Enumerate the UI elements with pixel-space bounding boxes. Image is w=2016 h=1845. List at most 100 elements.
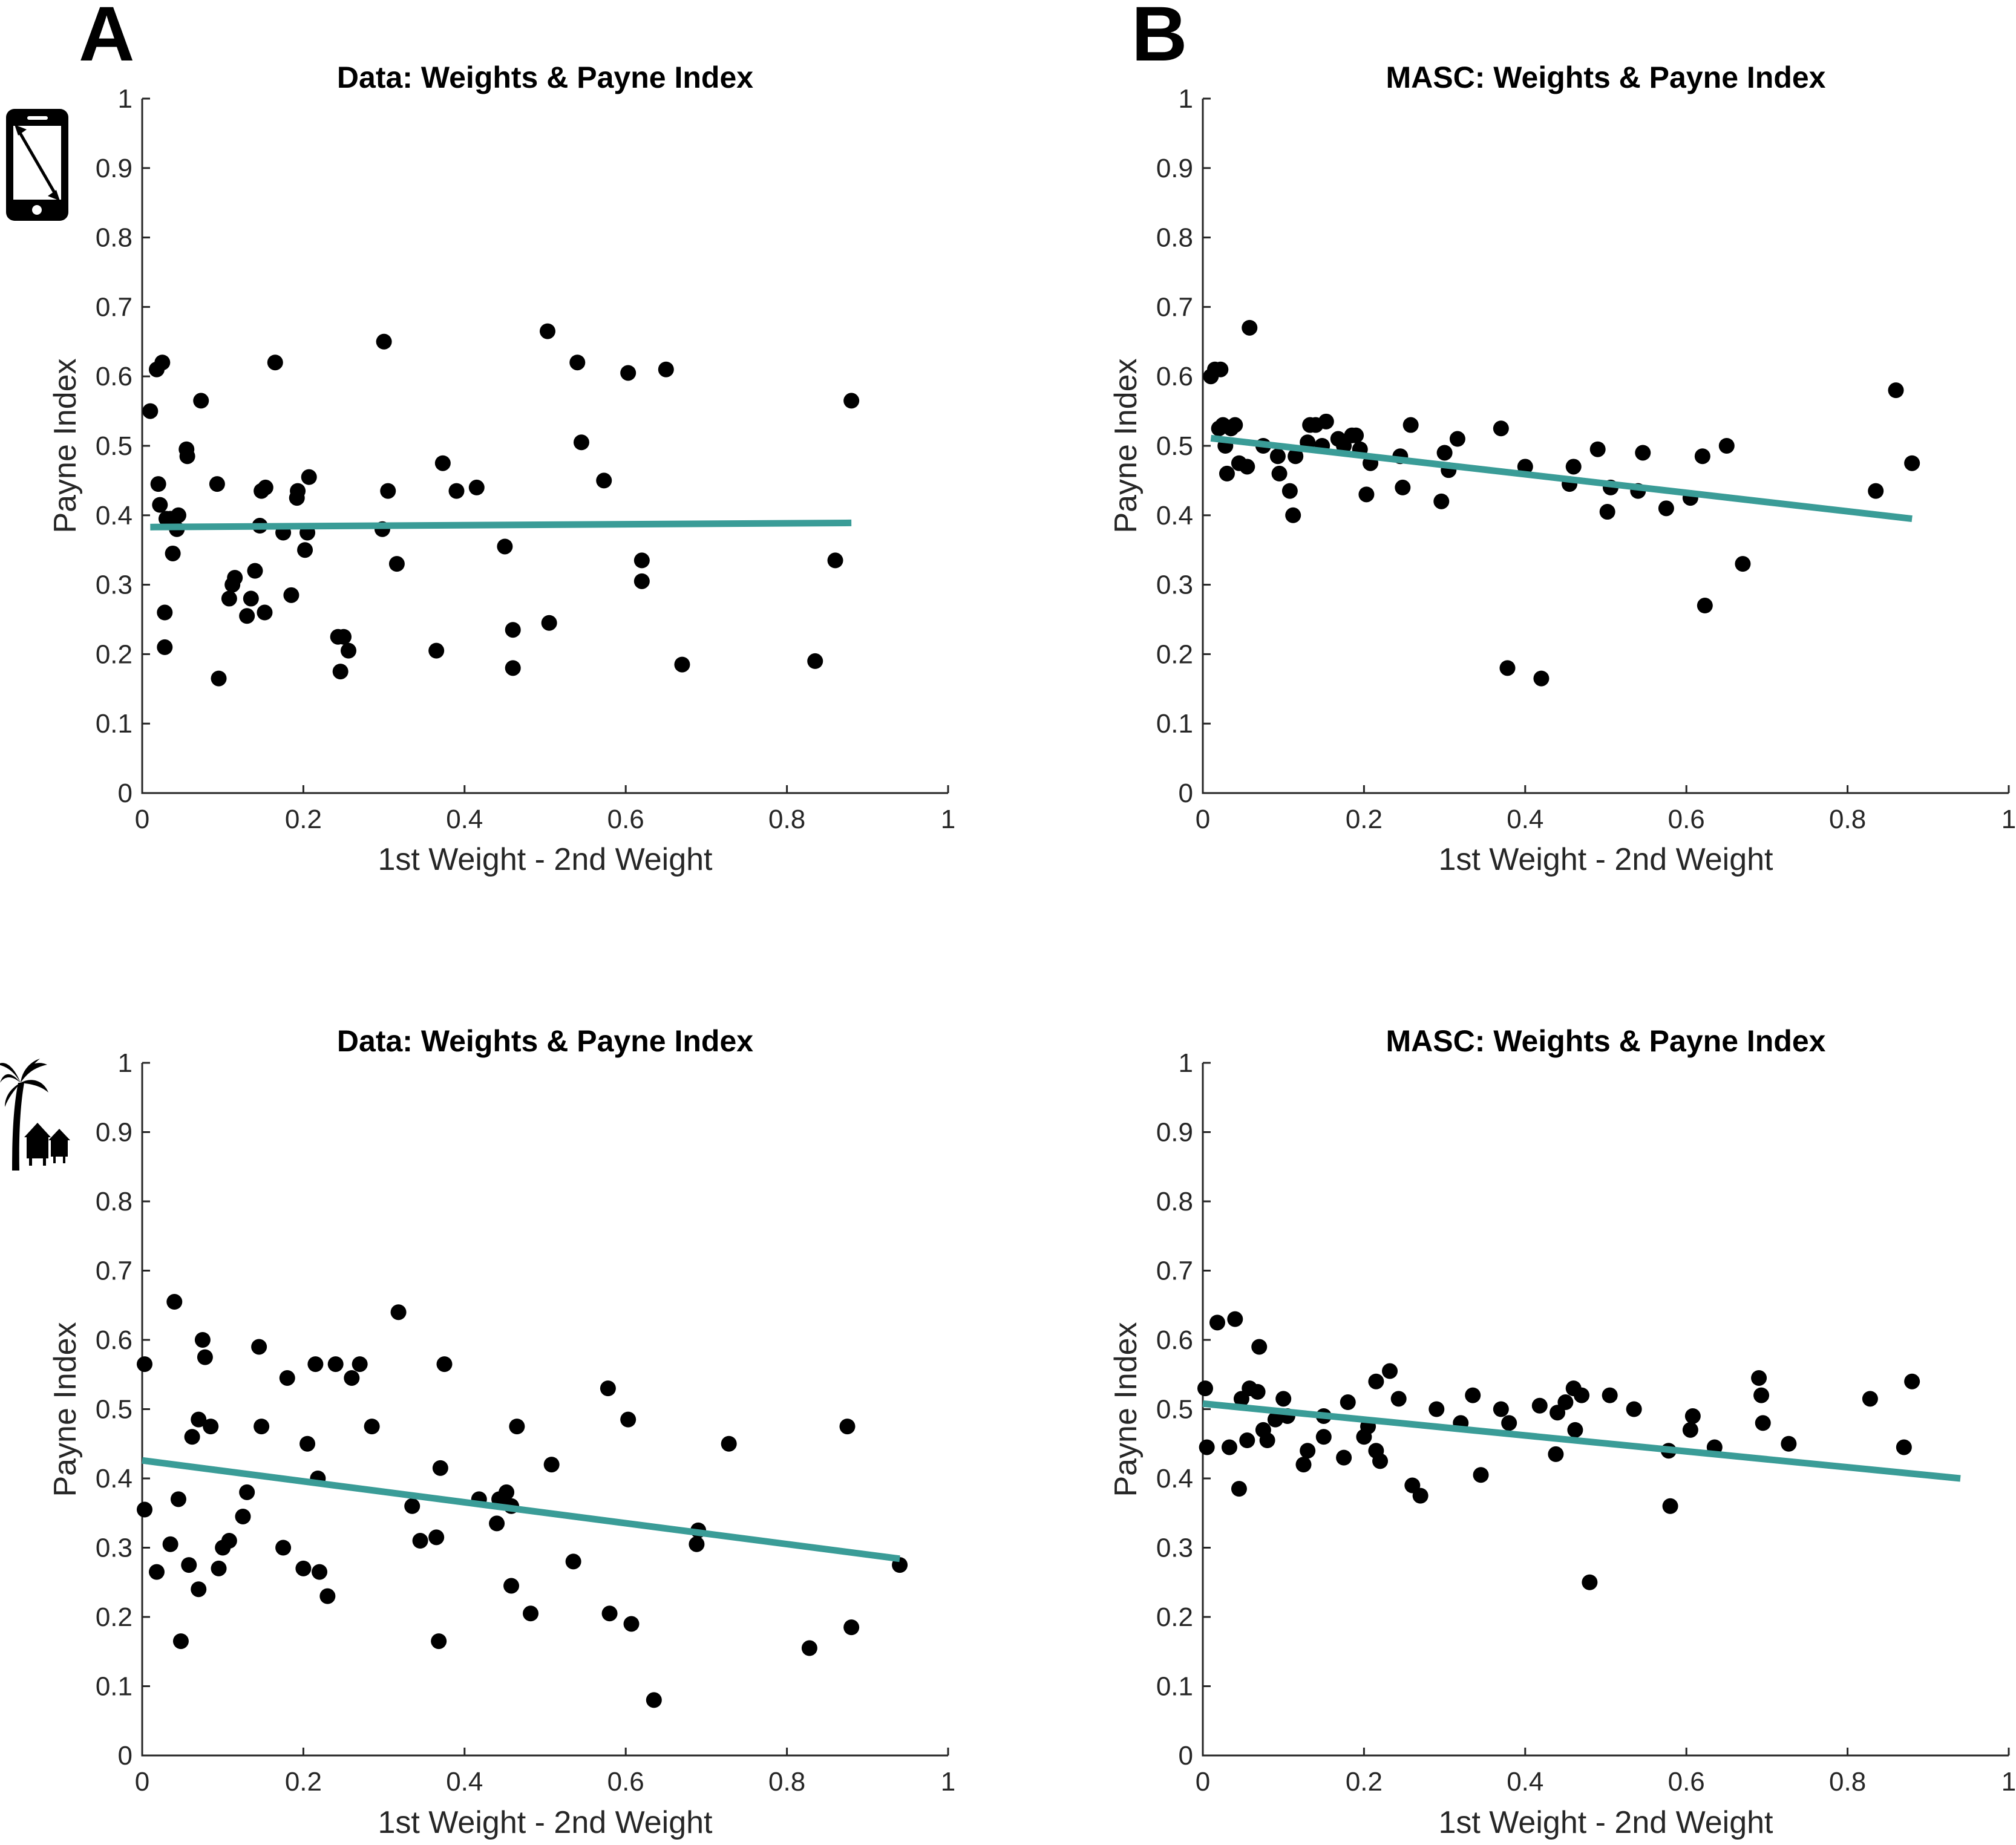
chart-top-left: Data: Weights & Payne Index 1st Weight -… [48,60,955,877]
x-tick-label: 0 [135,1767,149,1797]
x-tick-label: 0.8 [768,1767,805,1797]
data-point [148,1564,165,1580]
data-point [344,1370,360,1386]
data-point [170,507,186,523]
data-point [1493,1401,1509,1417]
data-point [1531,1397,1548,1414]
data-point [428,642,445,659]
data-point [181,1557,197,1573]
data-point [1251,1339,1268,1355]
y-tick-label: 0.8 [1156,223,1193,253]
data-point [1602,1387,1618,1403]
data-point [221,590,237,607]
data-point [1599,504,1615,520]
data-point [243,590,259,607]
data-point [327,1356,344,1373]
data-point [1267,1411,1283,1428]
data-point [332,664,349,680]
chart-title: MASC: Weights & Payne Index [1386,60,1826,94]
axes [141,99,948,794]
data-point [658,361,674,377]
y-tick-label: 0.5 [96,1395,133,1425]
regression-line [142,1457,900,1563]
data-point [1493,420,1509,437]
y-tick-label: 0.8 [1156,1187,1193,1216]
data-point [839,1419,856,1435]
data-point [247,563,263,579]
y-tick-label: 0.5 [1156,431,1193,461]
x-tick-label: 1 [941,805,955,834]
data-point [364,1419,380,1435]
data-point [257,479,273,495]
data-point [239,1484,255,1500]
data-point [1271,465,1288,482]
y-tick-label: 0.2 [96,1602,133,1632]
data-point [620,365,637,381]
data-point [1390,1391,1407,1407]
data-point [152,497,168,513]
x-tick-label: 0 [135,805,149,834]
y-tick-label: 0.8 [96,223,133,253]
data-point [633,573,650,589]
regression-line [1210,434,1913,523]
data-point [1662,1498,1678,1514]
data-point [1239,1432,1255,1449]
data-point [1862,1391,1878,1407]
regression-line [150,519,852,531]
x-tick-label: 0 [1196,1767,1210,1797]
data-point [336,629,352,645]
data-point [254,1419,270,1435]
data-point [448,483,465,499]
x-tick-label: 0.8 [1829,1767,1866,1797]
data-point [1285,507,1301,523]
y-tick-label: 0.9 [96,1118,133,1148]
data-point [283,587,299,603]
data-point [509,1419,525,1435]
data-point [1213,361,1229,377]
data-point [1281,483,1298,499]
data-point [1582,1574,1598,1590]
data-point [170,1491,186,1507]
y-tick-label: 0.2 [1156,1602,1193,1632]
data-point [573,434,589,451]
data-point [569,354,586,371]
data-point [646,1692,662,1708]
y-tick-label: 0.9 [96,154,133,183]
data-point [1567,1422,1583,1438]
data-point [1626,1401,1642,1417]
y-tick-label: 0.9 [1156,1118,1193,1148]
data-point [193,393,209,409]
data-point [404,1498,421,1514]
y-tick-label: 0.3 [1156,1533,1193,1563]
y-tick-label: 1 [1179,84,1193,114]
data-point [600,1380,616,1397]
data-point [1209,1314,1225,1331]
data-point [807,653,823,669]
y-tick-label: 1 [1179,1048,1193,1078]
data-point [434,455,451,471]
data-point [191,1581,207,1598]
data-point [689,1536,705,1552]
y-tick-label: 0.3 [1156,570,1193,600]
data-point [239,608,255,624]
x-tick-label: 0.6 [1668,805,1705,834]
data-point [376,333,392,350]
data-point [1227,1311,1243,1327]
data-point [1684,1408,1701,1424]
data-point [203,1419,219,1435]
data-point [620,1411,637,1428]
data-point [1781,1435,1797,1452]
data-point [1697,598,1713,614]
data-point [1499,660,1516,676]
data-point [1259,1432,1275,1449]
y-tick-label: 0.3 [96,570,133,600]
data-point [843,393,860,409]
chart-bottom-right: MASC: Weights & Payne Index 1st Weight -… [1108,1024,2016,1840]
data-point [191,1411,207,1428]
x-tick-label: 0.6 [1668,1767,1705,1797]
x-axis-label: 1st Weight - 2nd Weight [1438,842,1773,877]
data-point [136,1501,152,1518]
data-point [1557,1394,1574,1411]
data-point [1269,448,1286,465]
y-tick-label: 0.2 [96,639,133,669]
